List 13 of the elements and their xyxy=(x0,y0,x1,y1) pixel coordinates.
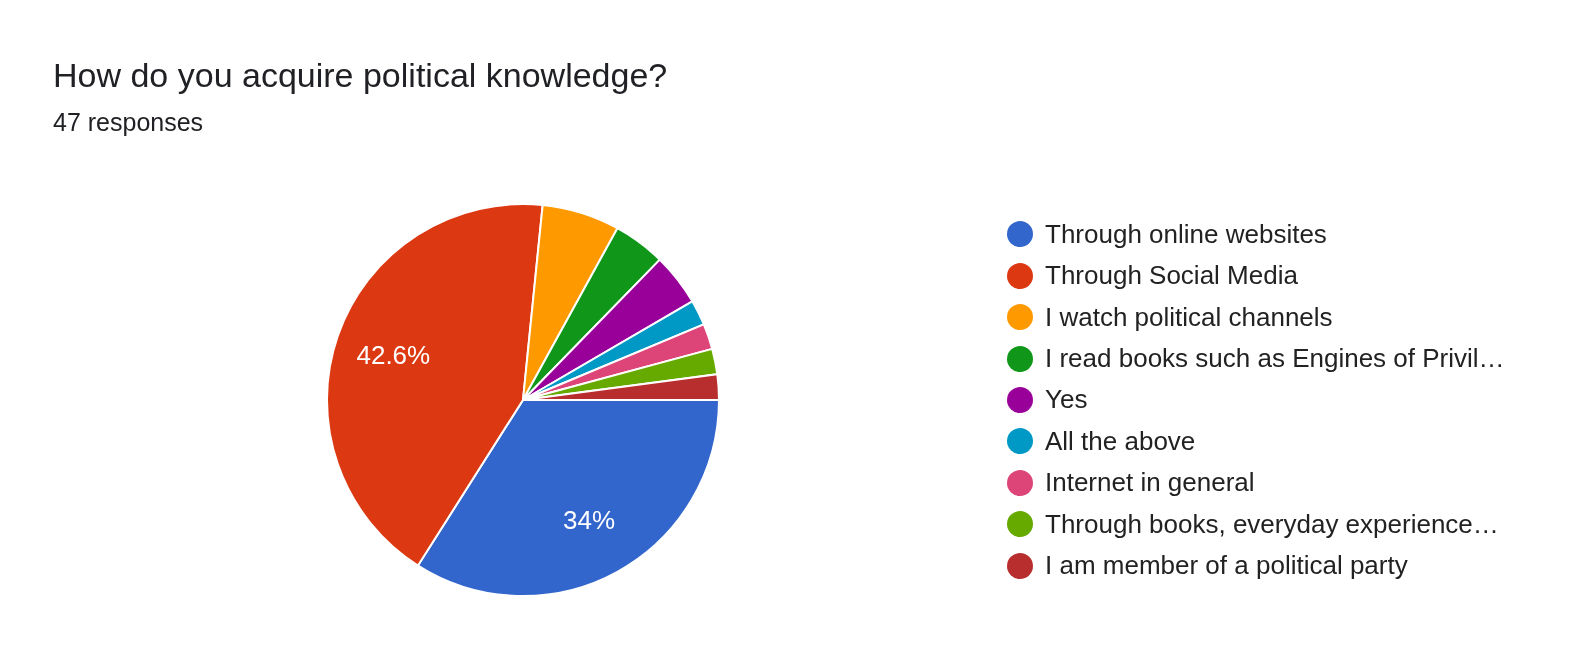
data-label: 34% xyxy=(563,505,616,536)
legend-label: Through online websites xyxy=(1045,218,1327,250)
data-label: 42.6% xyxy=(356,340,431,371)
legend-label: I watch political channels xyxy=(1045,301,1333,333)
chart-title: How do you acquire political knowledge? xyxy=(53,56,668,94)
legend-label: Internet in general xyxy=(1045,467,1255,499)
legend-label: All the above xyxy=(1045,425,1196,457)
legend-label: I read books such as Engines of Privil… xyxy=(1045,343,1505,375)
legend-label: Yes xyxy=(1045,384,1088,416)
legend-label: I am member of a political party xyxy=(1045,550,1408,581)
chart-subtitle: 47 responses xyxy=(53,108,204,136)
legend-label: Through books, everyday experience… xyxy=(1045,508,1499,540)
legend-label: Through Social Media xyxy=(1045,260,1298,292)
